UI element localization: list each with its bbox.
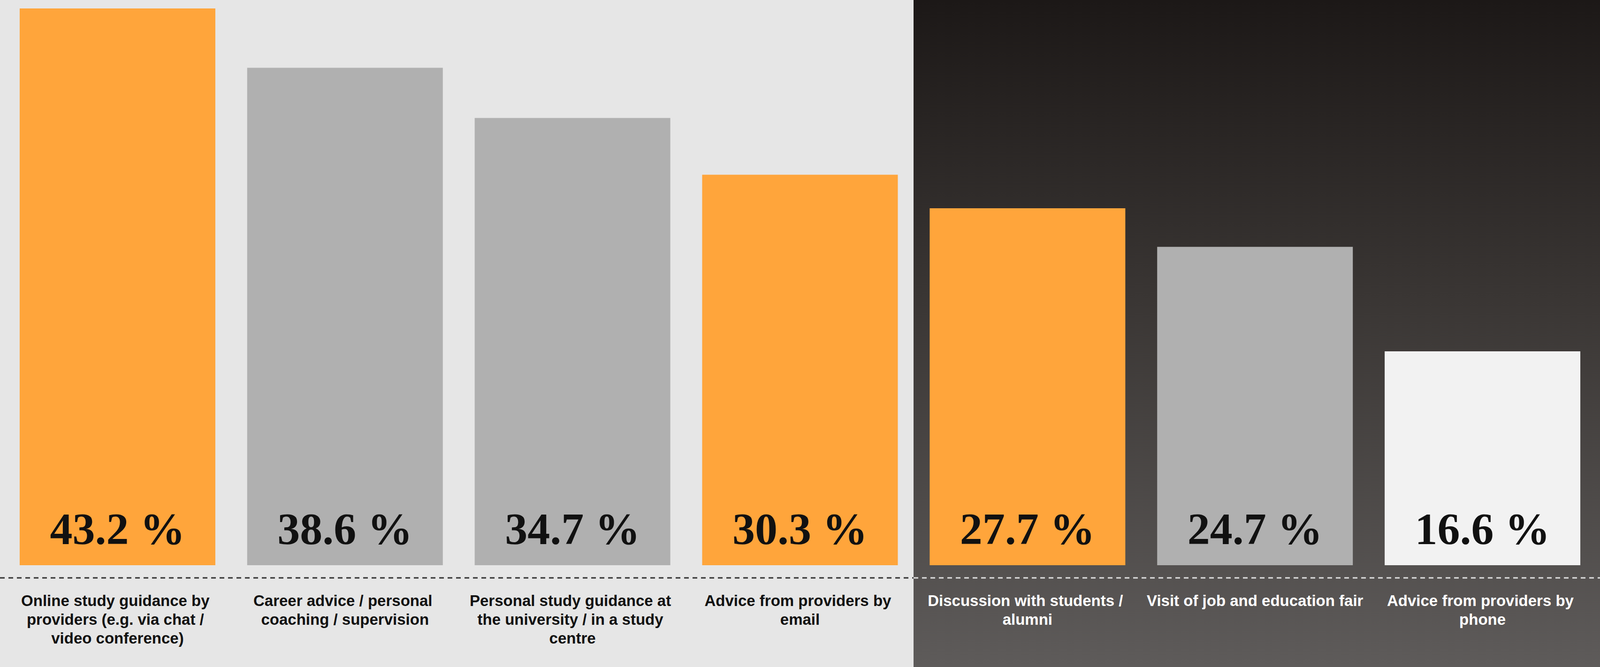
svg-text:centre: centre	[549, 629, 596, 648]
svg-text:Online study guidance by: Online study guidance by	[21, 592, 214, 610]
svg-text:27.7 %: 27.7 %	[960, 503, 1096, 555]
svg-text:30.3 %: 30.3 %	[732, 503, 868, 555]
svg-text:the university / in a study: the university / in a study	[477, 610, 668, 629]
svg-text:video conference): video conference)	[51, 629, 184, 648]
svg-text:38.6 %: 38.6 %	[277, 503, 413, 555]
svg-text:coaching / supervision: coaching / supervision	[260, 610, 429, 629]
svg-text:alumni: alumni	[1002, 610, 1053, 629]
svg-text:Career advice / personal: Career advice / personal	[253, 592, 437, 610]
svg-text:Advice from providers by: Advice from providers by	[704, 592, 896, 610]
svg-text:phone: phone	[1459, 610, 1506, 629]
svg-text:Advice from providers by: Advice from providers by	[1386, 592, 1578, 610]
svg-text:Visit of job and education fai: Visit of job and education fair	[1146, 592, 1364, 610]
svg-text:43.2 %: 43.2 %	[49, 503, 185, 555]
svg-text:Discussion with students /: Discussion with students /	[927, 592, 1128, 610]
svg-text:Personal study guidance at: Personal study guidance at	[469, 592, 676, 610]
svg-text:16.6 %: 16.6 %	[1415, 503, 1551, 555]
svg-text:email: email	[780, 610, 820, 629]
svg-text:34.7 %: 34.7 %	[504, 503, 640, 555]
svg-text:24.7 %: 24.7 %	[1187, 503, 1323, 555]
svg-text:providers (e.g. via chat /: providers (e.g. via chat /	[26, 610, 209, 629]
